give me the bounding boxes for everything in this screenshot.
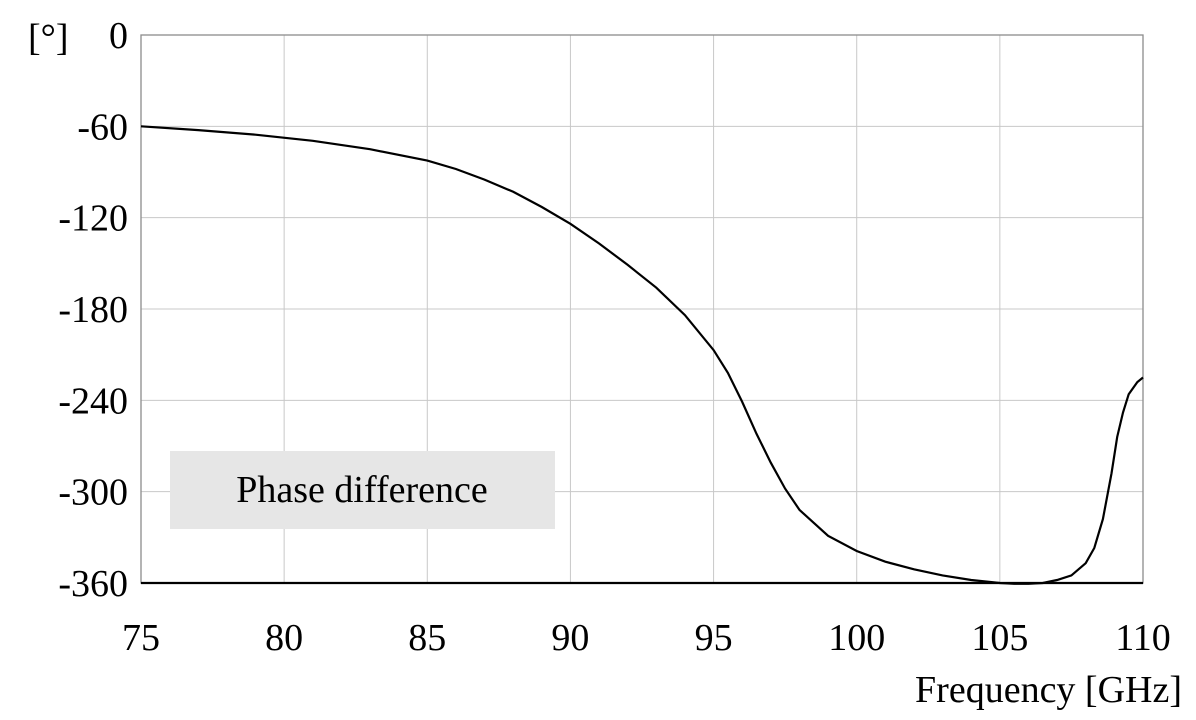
x-axis-title: Frequency [GHz] (915, 669, 1182, 711)
y-tick-label: -180 (58, 289, 128, 331)
legend-label: Phase difference (236, 469, 487, 511)
x-tick-label: 80 (265, 617, 303, 659)
y-tick-label: 0 (109, 15, 128, 57)
y-tick-label: -360 (58, 563, 128, 605)
x-tick-label: 95 (695, 617, 733, 659)
grid-lines (140, 34, 1144, 584)
x-tick-label: 110 (1115, 617, 1171, 659)
y-axis-unit-label: [°] (28, 17, 69, 59)
y-tick-label: -300 (58, 472, 128, 514)
x-tick-labels: 75 80 85 90 95 100 105 110 (122, 617, 1171, 659)
legend-background (170, 451, 555, 529)
x-tick-label: 90 (551, 617, 589, 659)
x-tick-label: 85 (408, 617, 446, 659)
x-tick-label: 100 (828, 617, 885, 659)
x-tick-label: 75 (122, 617, 160, 659)
y-tick-label: -240 (58, 380, 128, 422)
legend-box: Phase difference (170, 451, 555, 529)
series-layer (140, 125, 1144, 585)
series-line (140, 125, 1144, 585)
y-tick-label: -60 (77, 106, 128, 148)
y-tick-labels: 0 -60 -120 -180 -240 -300 -360 (58, 15, 128, 605)
y-tick-label: -120 (58, 198, 128, 240)
x-tick-label: 105 (971, 617, 1028, 659)
